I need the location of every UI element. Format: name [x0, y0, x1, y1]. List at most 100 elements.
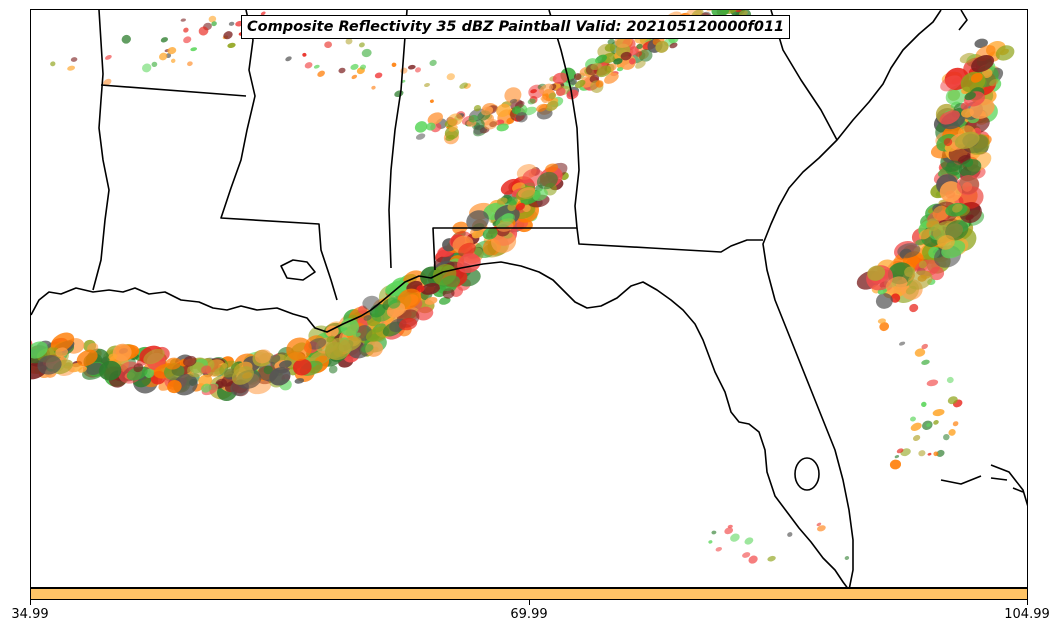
paintball-blob	[511, 106, 522, 115]
paintball-blob	[536, 171, 558, 190]
paintball-blob	[126, 366, 148, 381]
paintball-blob	[943, 138, 953, 147]
colorbar-tick-left	[30, 600, 31, 605]
paintball-blob	[548, 92, 557, 100]
paintball-blob	[635, 60, 646, 69]
paintball-blob	[407, 64, 416, 70]
paintball-blob	[536, 103, 548, 112]
bahamas	[990, 464, 1027, 507]
paintball-blob	[70, 57, 78, 62]
paintball-blob	[907, 270, 933, 290]
paintball-blob	[937, 235, 955, 250]
paintball-blob	[170, 58, 176, 63]
map-canvas	[31, 10, 1027, 587]
paintball-blob	[415, 306, 434, 321]
paintball-blob	[424, 296, 438, 305]
paintball-blob	[394, 90, 404, 98]
paintball-blob	[446, 73, 455, 81]
paintball-blob	[974, 38, 988, 48]
paintball-blob	[268, 354, 281, 364]
paintball-blob	[787, 532, 793, 537]
paintball-blob	[910, 422, 922, 431]
paintball-blob	[509, 98, 518, 104]
paintball-blob	[539, 83, 554, 95]
paintball-blob	[223, 31, 233, 40]
paintball-blob	[350, 63, 359, 70]
paintball-blob	[445, 134, 455, 141]
paintball-blob	[918, 260, 927, 269]
paintball-blob	[227, 42, 236, 48]
paintball-blob	[894, 455, 900, 459]
ms-north-border	[100, 84, 247, 97]
paintball-blob	[302, 52, 307, 57]
paintball-blob	[187, 61, 193, 67]
ms-river	[220, 10, 338, 301]
paintball-blob	[926, 218, 940, 232]
paintball-blob	[374, 72, 383, 79]
paintball-blob	[921, 359, 930, 365]
paintball-blob	[420, 283, 441, 295]
paintball-blob	[414, 121, 428, 133]
paintball-blob	[604, 72, 619, 84]
paintball-blob	[604, 43, 616, 52]
paintball-blob	[933, 420, 939, 425]
paintball-blob	[932, 409, 945, 417]
paintball-blob	[37, 355, 62, 375]
paintball-blob	[415, 67, 421, 73]
paintball-blob	[636, 43, 643, 50]
ms-al-boundary	[388, 10, 408, 269]
paintball-blob	[371, 85, 376, 90]
paintball-blob	[286, 337, 312, 361]
nc-coast	[958, 10, 968, 31]
paintball-blob	[482, 227, 498, 240]
paintball-blob	[471, 229, 484, 239]
paintball-blob	[228, 21, 235, 26]
paintball-blob	[388, 299, 401, 309]
paintball-blob	[439, 275, 461, 292]
paintball-blob	[98, 360, 122, 381]
paintball-blob	[867, 265, 886, 281]
paintball-blob	[877, 318, 886, 324]
paintball-blob	[76, 349, 98, 367]
paintball-blob	[165, 357, 182, 370]
keys	[940, 475, 1024, 493]
paintball-blob	[918, 450, 926, 457]
paintball-blob	[711, 10, 730, 18]
paintball-blob	[590, 62, 603, 71]
paintball-blob	[292, 358, 312, 376]
paintball-blob	[767, 555, 776, 562]
paintball-blob	[939, 110, 960, 125]
la-ms-boundary	[92, 10, 110, 291]
paintball-blob	[427, 112, 443, 125]
paintball-blob	[326, 335, 335, 343]
paintball-blob	[425, 122, 436, 131]
paintball-blob	[970, 72, 983, 83]
paintball-blob	[629, 58, 636, 65]
paintball-blob	[400, 67, 408, 74]
paintball-blob	[669, 42, 678, 49]
paintball-blob	[532, 188, 548, 201]
paintball-blob	[391, 62, 397, 68]
paintball-blob	[965, 214, 974, 221]
paintball-blob	[473, 104, 482, 112]
paintball-blob	[879, 322, 890, 332]
paintball-blob	[995, 45, 1015, 61]
paintball-blob	[112, 343, 132, 362]
paintball-blob	[285, 56, 292, 62]
paintball-blob	[260, 11, 266, 16]
paintball-blob	[921, 343, 928, 350]
paintball-blob	[198, 26, 209, 36]
paintball-blob	[294, 378, 305, 384]
paintball-blob	[527, 98, 536, 105]
state-coastline-boundaries	[31, 10, 1027, 587]
paintball-blob	[545, 163, 559, 173]
paintball-blob	[496, 103, 511, 118]
paintball-blob	[952, 203, 963, 213]
paintball-blob	[183, 36, 192, 44]
paintball-blob	[484, 119, 498, 130]
paintball-blob	[927, 452, 932, 456]
paintball-blob	[515, 202, 526, 211]
paintball-blob	[458, 242, 476, 257]
paintball-blob	[940, 75, 962, 92]
colorbar-tick-middle	[529, 600, 530, 605]
